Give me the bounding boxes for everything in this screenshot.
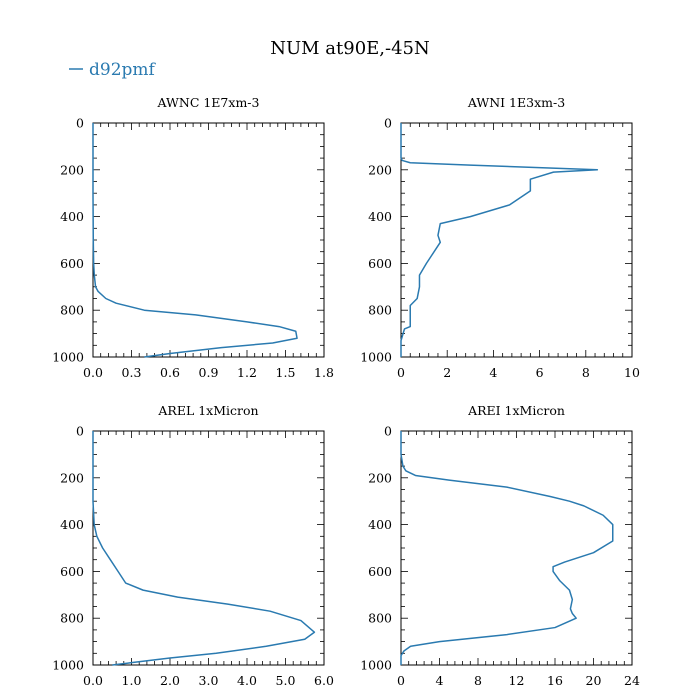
y-tick-label: 200 — [60, 162, 84, 177]
x-tick-label: 0 — [397, 673, 405, 688]
y-tick-label: 0 — [384, 424, 392, 439]
figure-title: NUM at90E,-45N — [270, 38, 430, 59]
y-tick-label: 800 — [368, 611, 392, 626]
x-tick-label: 1.8 — [314, 365, 334, 380]
x-tick-label: 2 — [443, 365, 451, 380]
x-tick-label: 1.2 — [237, 365, 257, 380]
panels: AWNC 1E7xm-30.0 0.3 0.6 0.9 1.2 1.5 1.80200400… — [52, 95, 640, 688]
x-tick-label: 1.0 — [122, 673, 142, 688]
y-tick-label: 800 — [368, 303, 392, 318]
x-tick-label: 6.0 — [314, 673, 334, 688]
x-tick-label: 12 — [509, 673, 525, 688]
x-tick-label: 4 — [436, 673, 444, 688]
y-tick-label: 600 — [368, 564, 392, 579]
plot-frame — [92, 122, 325, 358]
y-tick-label: 600 — [368, 256, 392, 271]
y-tick-label: 800 — [60, 303, 84, 318]
y-tick-label: 200 — [60, 470, 84, 485]
panel-title: AREL 1xMicron — [157, 403, 258, 418]
y-tick-label: 400 — [60, 517, 84, 532]
panel-4: AREI 1xMicron 0 4 8 12 16 20 24 0 200 400 600 800 100… — [360, 403, 640, 688]
y-tick-label: 1000 — [360, 658, 392, 673]
y-tick-label: 0 — [384, 116, 392, 131]
series-line-d92pmf — [92, 431, 316, 666]
panel-1: AWNC 1E7xm-3 0.0 0.3 0.6 0.9 1.2 1.5 1.8 0 200 400… — [52, 95, 334, 380]
panel-title: AWNC 1E7xm-3 — [157, 95, 260, 110]
y-tick-label: 400 — [368, 209, 392, 224]
y-tick-label: 0 — [76, 424, 84, 439]
x-tick-label: 0.9 — [199, 365, 219, 380]
y-tick-label: 800 — [60, 611, 84, 626]
x-tick-label: 4.0 — [237, 673, 257, 688]
plot-frame — [92, 430, 325, 666]
y-tick-label: 1000 — [52, 350, 84, 365]
series-line-d92pmf — [400, 123, 599, 357]
series-line-d92pmf — [400, 431, 614, 665]
y-tick-label: 0 — [76, 116, 84, 131]
y-tick-label: 400 — [60, 209, 84, 224]
plot-frame — [400, 122, 633, 358]
x-tick-label: 0.0 — [83, 365, 103, 380]
x-tick-label: 8 — [582, 365, 590, 380]
x-tick-label: 0.6 — [160, 365, 180, 380]
legend: d92pmf — [69, 60, 157, 80]
x-tick-label: 10 — [624, 365, 640, 380]
y-tick-label: 600 — [60, 256, 84, 271]
y-tick-label: 200 — [368, 162, 392, 177]
x-tick-label: 6 — [536, 365, 544, 380]
x-tick-label: 8 — [474, 673, 482, 688]
y-tick-label: 200 — [368, 470, 392, 485]
x-tick-label: 16 — [547, 673, 563, 688]
plot-frame — [400, 430, 633, 666]
x-tick-label: 5.0 — [276, 673, 296, 688]
x-tick-label: 1.5 — [276, 365, 296, 380]
legend-label: d92pmf — [89, 60, 157, 80]
x-tick-label: 2.0 — [160, 673, 180, 688]
x-tick-label: 0.0 — [83, 673, 103, 688]
y-tick-label: 600 — [60, 564, 84, 579]
panel-title: AWNI 1E3xm-3 — [467, 95, 565, 110]
x-tick-label: 20 — [586, 673, 602, 688]
x-tick-label: 24 — [624, 673, 640, 688]
x-tick-label: 3.0 — [199, 673, 219, 688]
x-tick-label: 0.3 — [122, 365, 142, 380]
panel-2: AWNI 1E3xm-3 0 2 4 6 8 10 0 200 400 600 800 1000 — [360, 95, 640, 380]
y-tick-label: 1000 — [52, 658, 84, 673]
y-tick-label: 400 — [368, 517, 392, 532]
x-tick-label: 0 — [397, 365, 405, 380]
panel-3: AREL 1xMicron 0.0 1.0 2.0 3.0 4.0 5.0 6.0 0 200 40… — [52, 403, 334, 688]
y-tick-label: 1000 — [360, 350, 392, 365]
series-line-d92pmf — [92, 123, 298, 358]
panel-title: AREI 1xMicron — [467, 403, 565, 418]
x-tick-label: 4 — [489, 365, 497, 380]
